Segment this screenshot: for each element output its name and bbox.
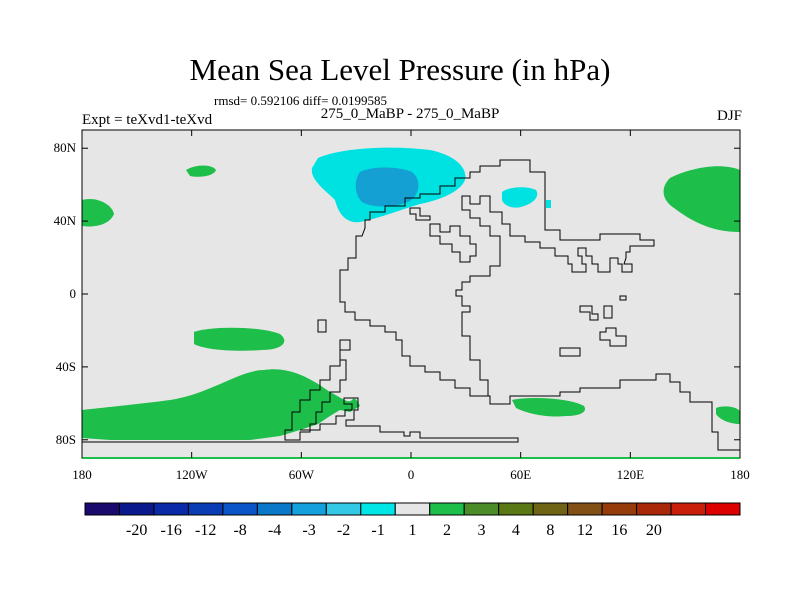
colorbar-label: 12 [577, 522, 593, 539]
colorbar-label: 8 [546, 522, 554, 539]
x-tick-label: 0 [408, 467, 415, 482]
anomaly-positive-pacific-north [186, 165, 216, 177]
colorbar-label: -4 [268, 522, 281, 539]
colorbar-swatch [325, 502, 362, 516]
coastline-australia-islands-4 [559, 347, 581, 357]
colorbar-swatch [291, 502, 327, 516]
y-tick-label: 40S [56, 359, 76, 374]
colorbar-swatch [601, 502, 638, 516]
colorbar-swatch [153, 502, 189, 516]
colorbar-swatch [567, 502, 603, 516]
y-tick-label: 80S [56, 432, 76, 447]
anomaly-positive-southern-ocean [82, 369, 360, 440]
colorbar-swatch [498, 502, 534, 516]
x-tick-label: 60W [289, 467, 315, 482]
coastlines [82, 159, 740, 451]
stats-line: rmsd= 0.592106 diff= 0.0199585 [214, 93, 387, 108]
y-tick-label: 40N [54, 213, 77, 228]
coastline-antarctic-peninsula [82, 397, 519, 443]
anomaly-positive-east-south [716, 406, 740, 424]
comparison-label: 275_0_MaBP - 275_0_MaBP [320, 106, 500, 122]
colorbar-label: -20 [126, 522, 147, 539]
anomaly-positive-south-pacific [194, 327, 285, 351]
colorbar-label: 3 [477, 522, 485, 539]
x-tick-label: 60E [510, 467, 531, 482]
anomaly-positive-west-edge [82, 198, 114, 227]
x-tick-label: 180 [72, 467, 92, 482]
anomaly-negative-asia-small [546, 200, 551, 208]
colorbar-label: 4 [512, 522, 520, 539]
coastline-australia-islands-1 [579, 305, 599, 321]
colorbar-swatch [84, 502, 120, 516]
colorbar-swatch [187, 502, 224, 516]
colorbar-swatch [256, 502, 293, 516]
colorbar-label: -1 [371, 522, 384, 539]
y-tick-label: 0 [70, 286, 77, 301]
x-tick-label: 180 [730, 467, 750, 482]
anomaly-negative-asia [502, 187, 538, 208]
x-tick-label: 120W [176, 467, 209, 482]
expt-label: Expt = teXvd1-teXvd [82, 112, 213, 128]
coastline-inner-2 [409, 207, 431, 221]
coastline-australia-islands-5 [619, 295, 627, 301]
colorbar-swatch [394, 502, 431, 516]
season-label: DJF [716, 108, 742, 124]
colorbar-swatch [670, 502, 707, 516]
colorbar-label: 16 [611, 522, 627, 539]
colorbar-swatch [222, 502, 258, 516]
colorbar-swatch [636, 502, 672, 516]
colorbar-label: -8 [233, 522, 246, 539]
colorbar-label: 20 [646, 522, 662, 539]
colorbar-label: -12 [195, 522, 216, 539]
anomaly-positive-east-edge [663, 166, 740, 232]
colorbar-swatch [360, 502, 396, 516]
coastline-africa-europe-asia [339, 159, 655, 397]
colorbar-label: -16 [161, 522, 182, 539]
anomaly-negative-core [355, 167, 419, 207]
coastline-australia-islands-2 [603, 305, 613, 319]
y-tick-label: 80N [54, 140, 77, 155]
chart-title: Mean Sea Level Pressure (in hPa) [189, 52, 611, 87]
x-axis: 180 120W 60W 0 60E 120E 180 [72, 130, 750, 482]
coastline-antarctica-east [470, 373, 740, 451]
anomaly-positive-indian-south [512, 398, 586, 417]
coastline-inner-1 [429, 223, 477, 263]
x-tick-label: 120E [617, 467, 645, 482]
coastline-island-madagascar [317, 319, 327, 333]
coastline-south-america [284, 339, 351, 441]
anomaly-fills [82, 147, 740, 440]
coastline-australia-islands-3 [599, 327, 627, 347]
colorbar-label: -3 [302, 522, 315, 539]
colorbar: -20 -16 -12 -8 -4 -3 -2 -1 1 2 3 4 8 12 16 20 [84, 502, 741, 539]
colorbar-swatch [429, 502, 465, 516]
colorbar-swatch [532, 502, 569, 516]
colorbar-swatch [463, 502, 500, 516]
colorbar-label: 1 [409, 522, 417, 539]
y-axis: 80N 40N 0 40S 80S [54, 140, 740, 447]
colorbar-label: 2 [443, 522, 451, 539]
colorbar-swatch [118, 502, 155, 516]
colorbar-label: -2 [337, 522, 350, 539]
colorbar-swatch [705, 502, 741, 516]
